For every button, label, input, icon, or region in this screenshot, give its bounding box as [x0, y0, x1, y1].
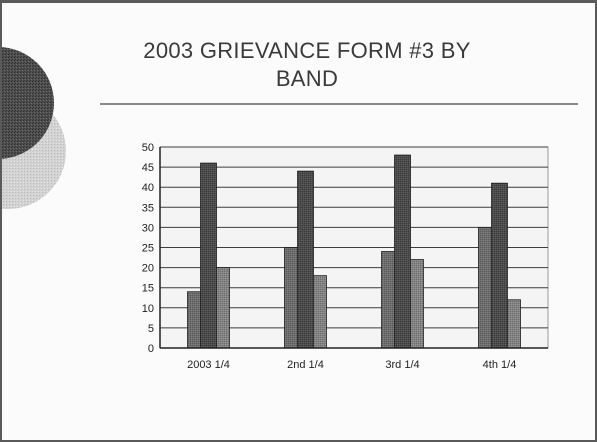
axes — [159, 147, 548, 349]
x-tick-label: 3rd 1/4 — [385, 359, 419, 371]
y-tick-label: 5 — [148, 323, 154, 335]
y-tick-label: 20 — [142, 263, 154, 275]
decorative-circles — [2, 47, 66, 209]
dark-circle — [2, 47, 54, 159]
bar-texture — [297, 171, 314, 348]
y-tick-label: 45 — [142, 162, 154, 174]
x-tick-labels: 2003 1/4 2nd 1/4 3rd 1/4 4th 1/4 — [187, 359, 516, 371]
title-divider — [100, 103, 578, 105]
y-tick-label: 0 — [148, 343, 154, 355]
y-tick-label: 30 — [142, 222, 154, 234]
bar-chart: 0 5 10 15 20 25 30 35 40 45 50 2003 1/4 2nd 1/4 3rd … — [142, 142, 549, 371]
x-tick-label: 4th 1/4 — [483, 359, 517, 371]
y-tick-label: 15 — [142, 283, 154, 295]
y-tick-labels: 0 5 10 15 20 25 30 35 40 45 50 — [142, 142, 154, 355]
slide-title: 2003 GRIEVANCE FORM #3 BY BAND — [143, 38, 471, 91]
bar-texture — [407, 259, 424, 348]
bar-texture — [187, 291, 204, 348]
x-tick-label: 2003 1/4 — [187, 359, 230, 371]
y-tick-label: 40 — [142, 182, 154, 194]
bars — [187, 154, 521, 349]
y-tick-label: 10 — [142, 303, 154, 315]
bar-texture — [381, 251, 398, 348]
bar-texture — [504, 299, 521, 348]
bar-texture — [200, 163, 217, 348]
bar-texture — [284, 247, 301, 348]
y-tick-label: 50 — [142, 142, 154, 154]
y-tick-label: 25 — [142, 243, 154, 255]
bar-texture — [394, 155, 411, 348]
bar-texture — [310, 275, 327, 348]
bar-texture — [213, 267, 230, 348]
bar-texture — [478, 227, 495, 348]
bar-texture — [491, 183, 508, 348]
x-tick-label: 2nd 1/4 — [287, 359, 324, 371]
y-tick-label: 35 — [142, 202, 154, 214]
